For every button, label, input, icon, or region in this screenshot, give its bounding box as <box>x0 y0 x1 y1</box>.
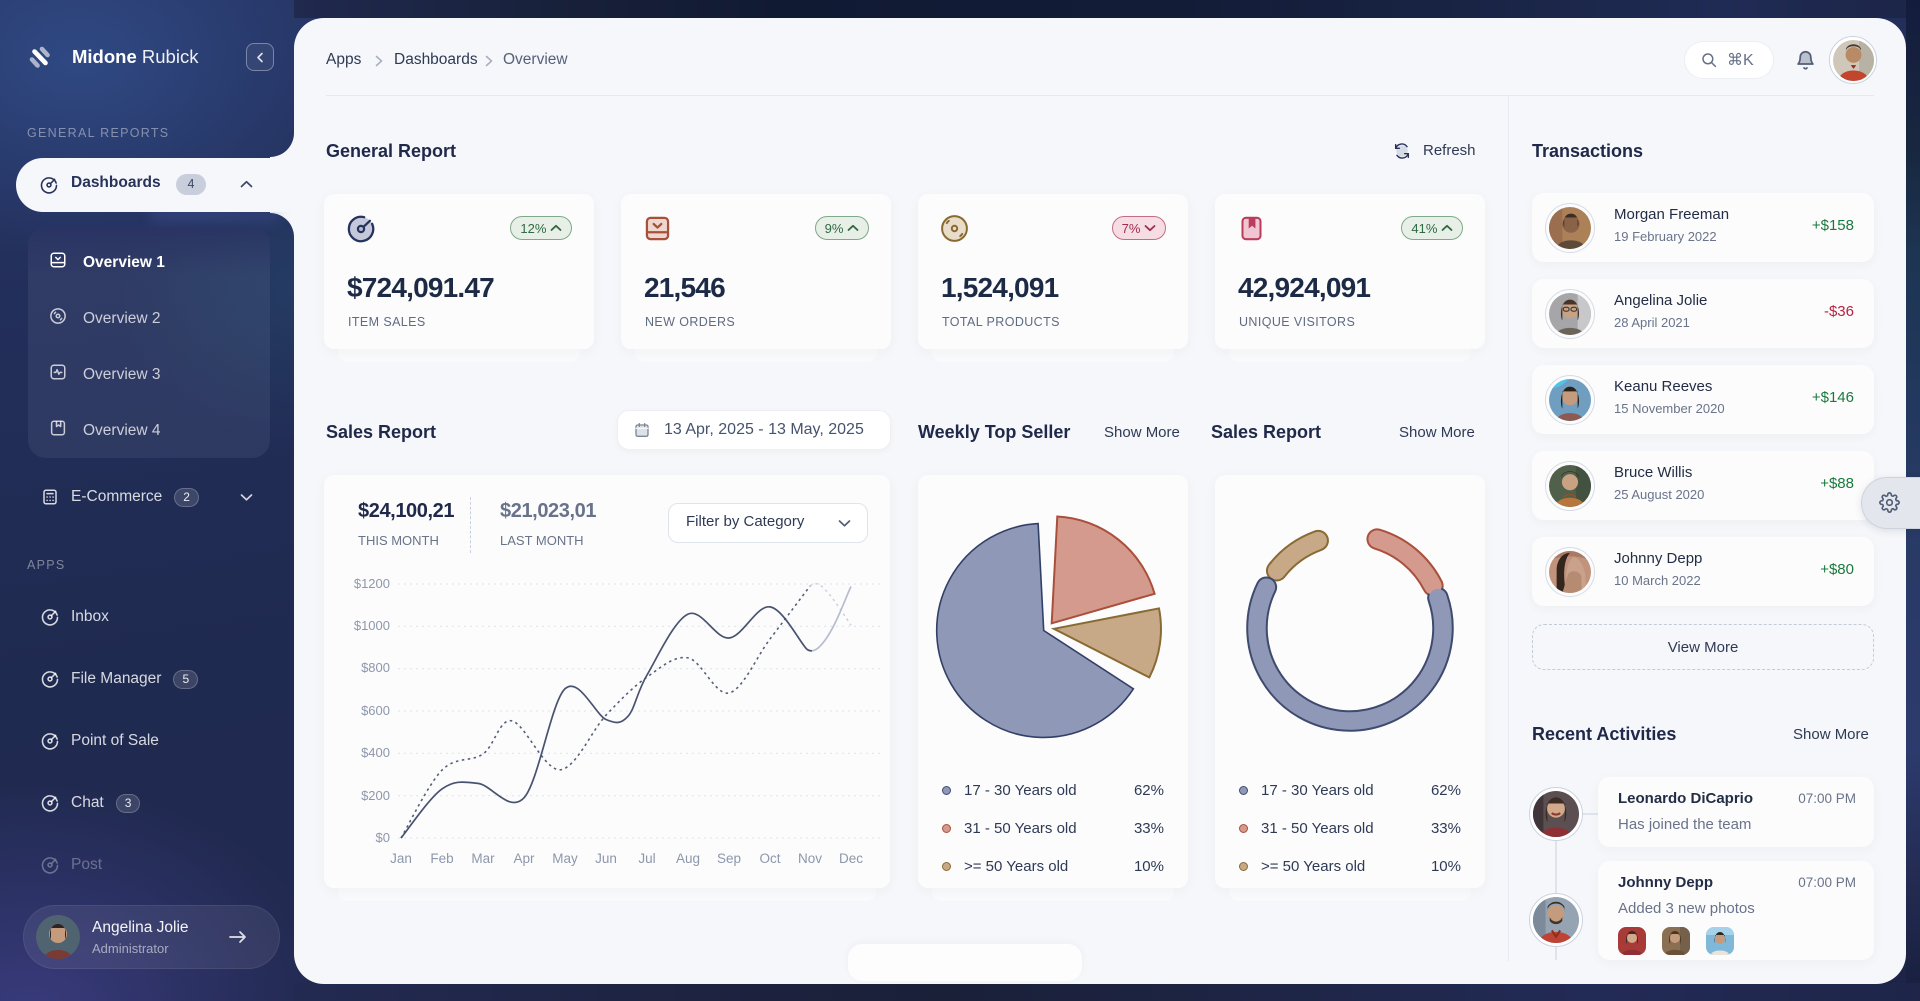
svg-text:Jun: Jun <box>595 851 617 866</box>
svg-text:Jan: Jan <box>390 851 412 866</box>
svg-text:$200: $200 <box>361 788 390 803</box>
svg-text:$1200: $1200 <box>354 576 390 591</box>
svg-text:May: May <box>552 851 578 866</box>
svg-text:Nov: Nov <box>798 851 822 866</box>
svg-text:$800: $800 <box>361 660 390 675</box>
svg-text:Aug: Aug <box>676 851 700 866</box>
svg-text:$0: $0 <box>376 830 390 845</box>
svg-text:$400: $400 <box>361 745 390 760</box>
svg-text:Oct: Oct <box>759 851 780 866</box>
svg-text:Feb: Feb <box>430 851 453 866</box>
svg-text:Sep: Sep <box>717 851 741 866</box>
svg-text:Mar: Mar <box>471 851 495 866</box>
svg-text:$1000: $1000 <box>354 618 390 633</box>
svg-text:Apr: Apr <box>513 851 535 866</box>
svg-text:Jul: Jul <box>638 851 655 866</box>
svg-text:$600: $600 <box>361 703 390 718</box>
svg-text:Dec: Dec <box>839 851 863 866</box>
